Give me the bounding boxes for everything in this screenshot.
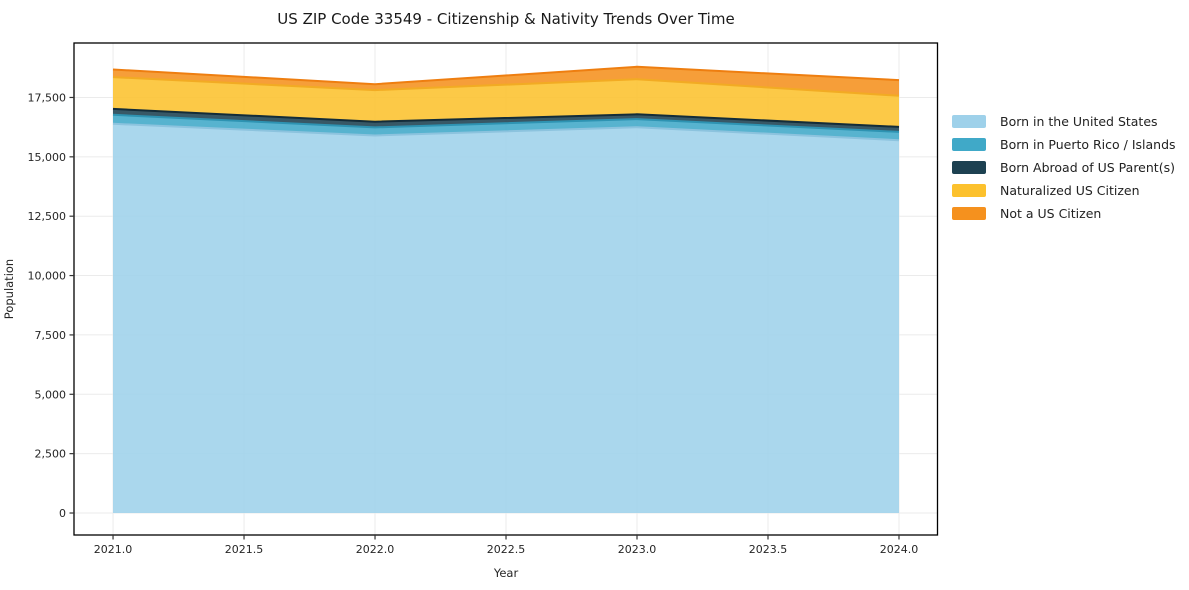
legend-item-naturalized-us-citizen: Naturalized US Citizen <box>952 179 1176 202</box>
area-born-abroad-of-us-parent-s <box>113 108 899 132</box>
legend-swatch <box>952 207 986 220</box>
y-tick-label: 15,000 <box>28 151 67 164</box>
chart-title: US ZIP Code 33549 - Citizenship & Nativi… <box>277 10 735 28</box>
x-tick-label: 2021.5 <box>225 543 264 556</box>
legend-label: Born in Puerto Rico / Islands <box>1000 137 1176 152</box>
y-tick-label: 2,500 <box>35 448 67 461</box>
legend-label: Not a US Citizen <box>1000 206 1102 221</box>
x-tick-label: 2023.0 <box>618 543 657 556</box>
edge-born-in-the-united-states <box>112 122 900 142</box>
legend-swatch <box>952 184 986 197</box>
legend-swatch <box>952 161 986 174</box>
edge-naturalized-us-citizen <box>112 76 900 97</box>
y-axis-label: Population <box>2 258 16 320</box>
edge-born-abroad-of-us-parent-s <box>112 107 900 128</box>
legend-label: Born Abroad of US Parent(s) <box>1000 160 1175 175</box>
legend-item-born-in-puerto-rico-islands: Born in Puerto Rico / Islands <box>952 133 1176 156</box>
x-tick-label: 2022.5 <box>487 543 526 556</box>
area-born-in-the-united-states <box>113 123 899 514</box>
y-tick-label: 10,000 <box>28 270 67 283</box>
x-tick-label: 2024.0 <box>880 543 919 556</box>
y-tick-label: 17,500 <box>28 91 67 104</box>
area-not-a-us-citizen <box>113 66 899 96</box>
ticks: 2021.0 2021.5 2022.0 2022.5 2023.0 2023.5 2024… <box>28 91 919 556</box>
legend-swatch <box>952 138 986 151</box>
legend-item-not-a-us-citizen: Not a US Citizen <box>952 202 1176 225</box>
x-tick-label: 2023.5 <box>749 543 788 556</box>
edge-not-a-us-citizen <box>112 65 900 86</box>
legend-item-born-in-the-united-states: Born in the United States <box>952 110 1176 133</box>
y-tick-label: 7,500 <box>35 329 67 342</box>
x-tick-label: 2021.0 <box>94 543 133 556</box>
x-tick-label: 2022.0 <box>356 543 395 556</box>
legend: Born in the United States Born in Puerto … <box>952 110 1176 225</box>
area-born-in-puerto-rico-islands <box>113 114 899 141</box>
y-tick-label: 12,500 <box>28 210 67 223</box>
y-tick-label: 0 <box>59 507 66 520</box>
legend-swatch <box>952 115 986 128</box>
edge-born-in-puerto-rico-islands <box>112 113 900 133</box>
legend-item-born-abroad-of-us-parent-s: Born Abroad of US Parent(s) <box>952 156 1176 179</box>
y-tick-label: 5,000 <box>35 388 67 401</box>
area-series-group <box>112 65 900 514</box>
legend-label: Born in the United States <box>1000 114 1158 129</box>
x-axis-label: Year <box>493 566 519 580</box>
legend-label: Naturalized US Citizen <box>1000 183 1140 198</box>
area-naturalized-us-citizen <box>113 77 899 127</box>
